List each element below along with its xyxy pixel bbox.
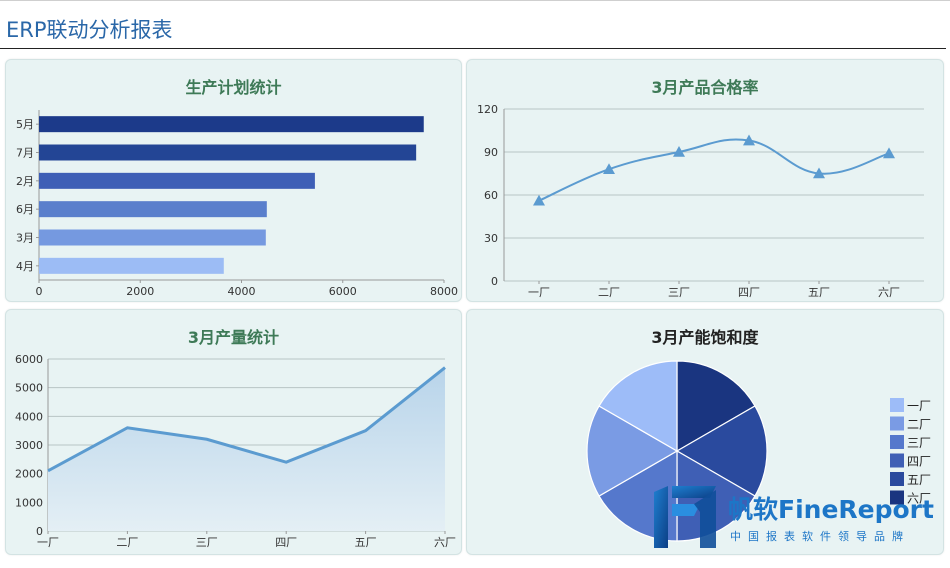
x-tick-label: 四厂 [738,286,760,299]
x-tick-label: 二厂 [598,286,620,299]
x-tick-label: 一厂 [528,286,550,299]
y-tick-label: 0 [491,275,498,288]
bar-category-label: 4月 [16,260,34,273]
x-tick-label: 五厂 [355,536,377,549]
bar-3月 [39,229,266,246]
bar-6月 [39,201,267,218]
point-二厂 [603,163,615,174]
x-tick-label: 0 [36,285,43,298]
pass-rate-chart: 0 30 60 90 120 一厂 二厂 三厂 四厂 五厂 六厂 [477,103,924,299]
legend-label: 二厂 [907,418,931,432]
bar-category-label: 7月 [16,147,34,160]
logo-brand: 帆软FineReport [728,495,934,524]
x-tick-label: 二厂 [116,536,138,549]
legend-swatch-一厂 [890,398,904,412]
x-tick-label: 8000 [430,285,458,298]
bar-category-label: 2月 [16,175,34,188]
x-tick-label: 2000 [126,285,154,298]
output-panel: 3月产量统计 0 1000 2000 3000 4000 5000 6000 一厂 二厂 三厂 四厂… [5,309,462,555]
output-area-fill [48,367,445,531]
legend-swatch-五厂 [890,472,904,486]
legend-swatch-二厂 [890,416,904,431]
x-tick-label: 五厂 [808,286,830,299]
x-tick-label: 一厂 [37,536,59,549]
x-tick-label: 六厂 [878,286,900,299]
legend-label: 六厂 [907,492,931,506]
point-一厂 [533,194,545,206]
legend-label: 一厂 [907,399,931,413]
point-六厂 [883,147,895,159]
bar-category-label: 3月 [16,232,34,245]
legend-swatch-六厂 [890,490,904,505]
output-line [47,366,446,473]
pass-rate-line [538,138,890,202]
capacity-title: 3月产能饱和度 [651,328,759,347]
y-tick-label: 30 [484,232,498,245]
point-三厂 [673,146,685,157]
production-plan-chart: 5月 7月 2月 6月 3月 4月0 2000 4000 6000 8000 [16,110,458,298]
page-title: ERP联动分析报表 [6,18,173,42]
title-divider [0,48,946,49]
y-tick-label: 60 [484,189,498,202]
legend-swatch-四厂 [890,453,904,468]
y-tick-label: 1000 [15,496,43,509]
output-chart: 0 1000 2000 3000 4000 5000 6000 一厂 二厂 三厂 四厂 五厂 六厂 [15,353,456,549]
legend-label: 五厂 [907,473,931,487]
y-tick-label: 0 [36,525,43,538]
x-tick-label: 六厂 [434,536,456,549]
production-plan-title: 生产计划统计 [185,78,282,97]
y-tick-label: 120 [477,103,498,116]
y-tick-label: 3000 [15,439,43,452]
bar-7月 [39,144,417,161]
top-border [0,0,950,1]
finereport-logo-icon [654,486,716,548]
slice-五厂 [675,405,768,497]
finereport-logo: 帆软FineReport 中国报表软件领导品牌 [650,482,945,554]
point-五厂 [813,167,825,179]
pass-rate-title: 3月产品合格率 [651,78,759,97]
slice-一厂 [598,360,678,453]
x-tick-label: 三厂 [196,536,218,549]
y-tick-label: 6000 [15,353,43,366]
legend-swatch-三厂 [890,435,904,449]
output-title: 3月产量统计 [187,328,280,347]
bar-category-label: 5月 [16,118,34,131]
slice-六厂 [676,360,756,453]
x-tick-label: 4000 [228,285,256,298]
x-tick-label: 6000 [329,285,357,298]
y-tick-label: 4000 [15,410,43,423]
logo-tagline: 中国报表软件领导品牌 [730,530,910,543]
bar-2月 [39,172,315,189]
x-tick-label: 三厂 [668,286,690,299]
pass-rate-panel: 3月产品合格率 0 30 60 90 120 一厂 二厂 三厂 四厂 五厂 六厂 [466,59,944,302]
legend-label: 四厂 [907,455,931,469]
bar-4月 [39,257,224,274]
bar-category-label: 6月 [16,203,34,216]
slice-二厂 [586,405,679,497]
x-tick-label: 四厂 [275,536,297,549]
point-四厂 [743,134,755,146]
y-tick-label: 5000 [15,382,43,395]
production-plan-panel: 生产计划统计 5月 7月 2月 6月 3月 4月 0 2000 4000 6000 8000 [5,59,462,302]
legend-label: 三厂 [907,436,931,450]
y-tick-label: 90 [484,146,498,159]
y-tick-label: 2000 [15,468,43,481]
bar-5月 [39,116,424,133]
